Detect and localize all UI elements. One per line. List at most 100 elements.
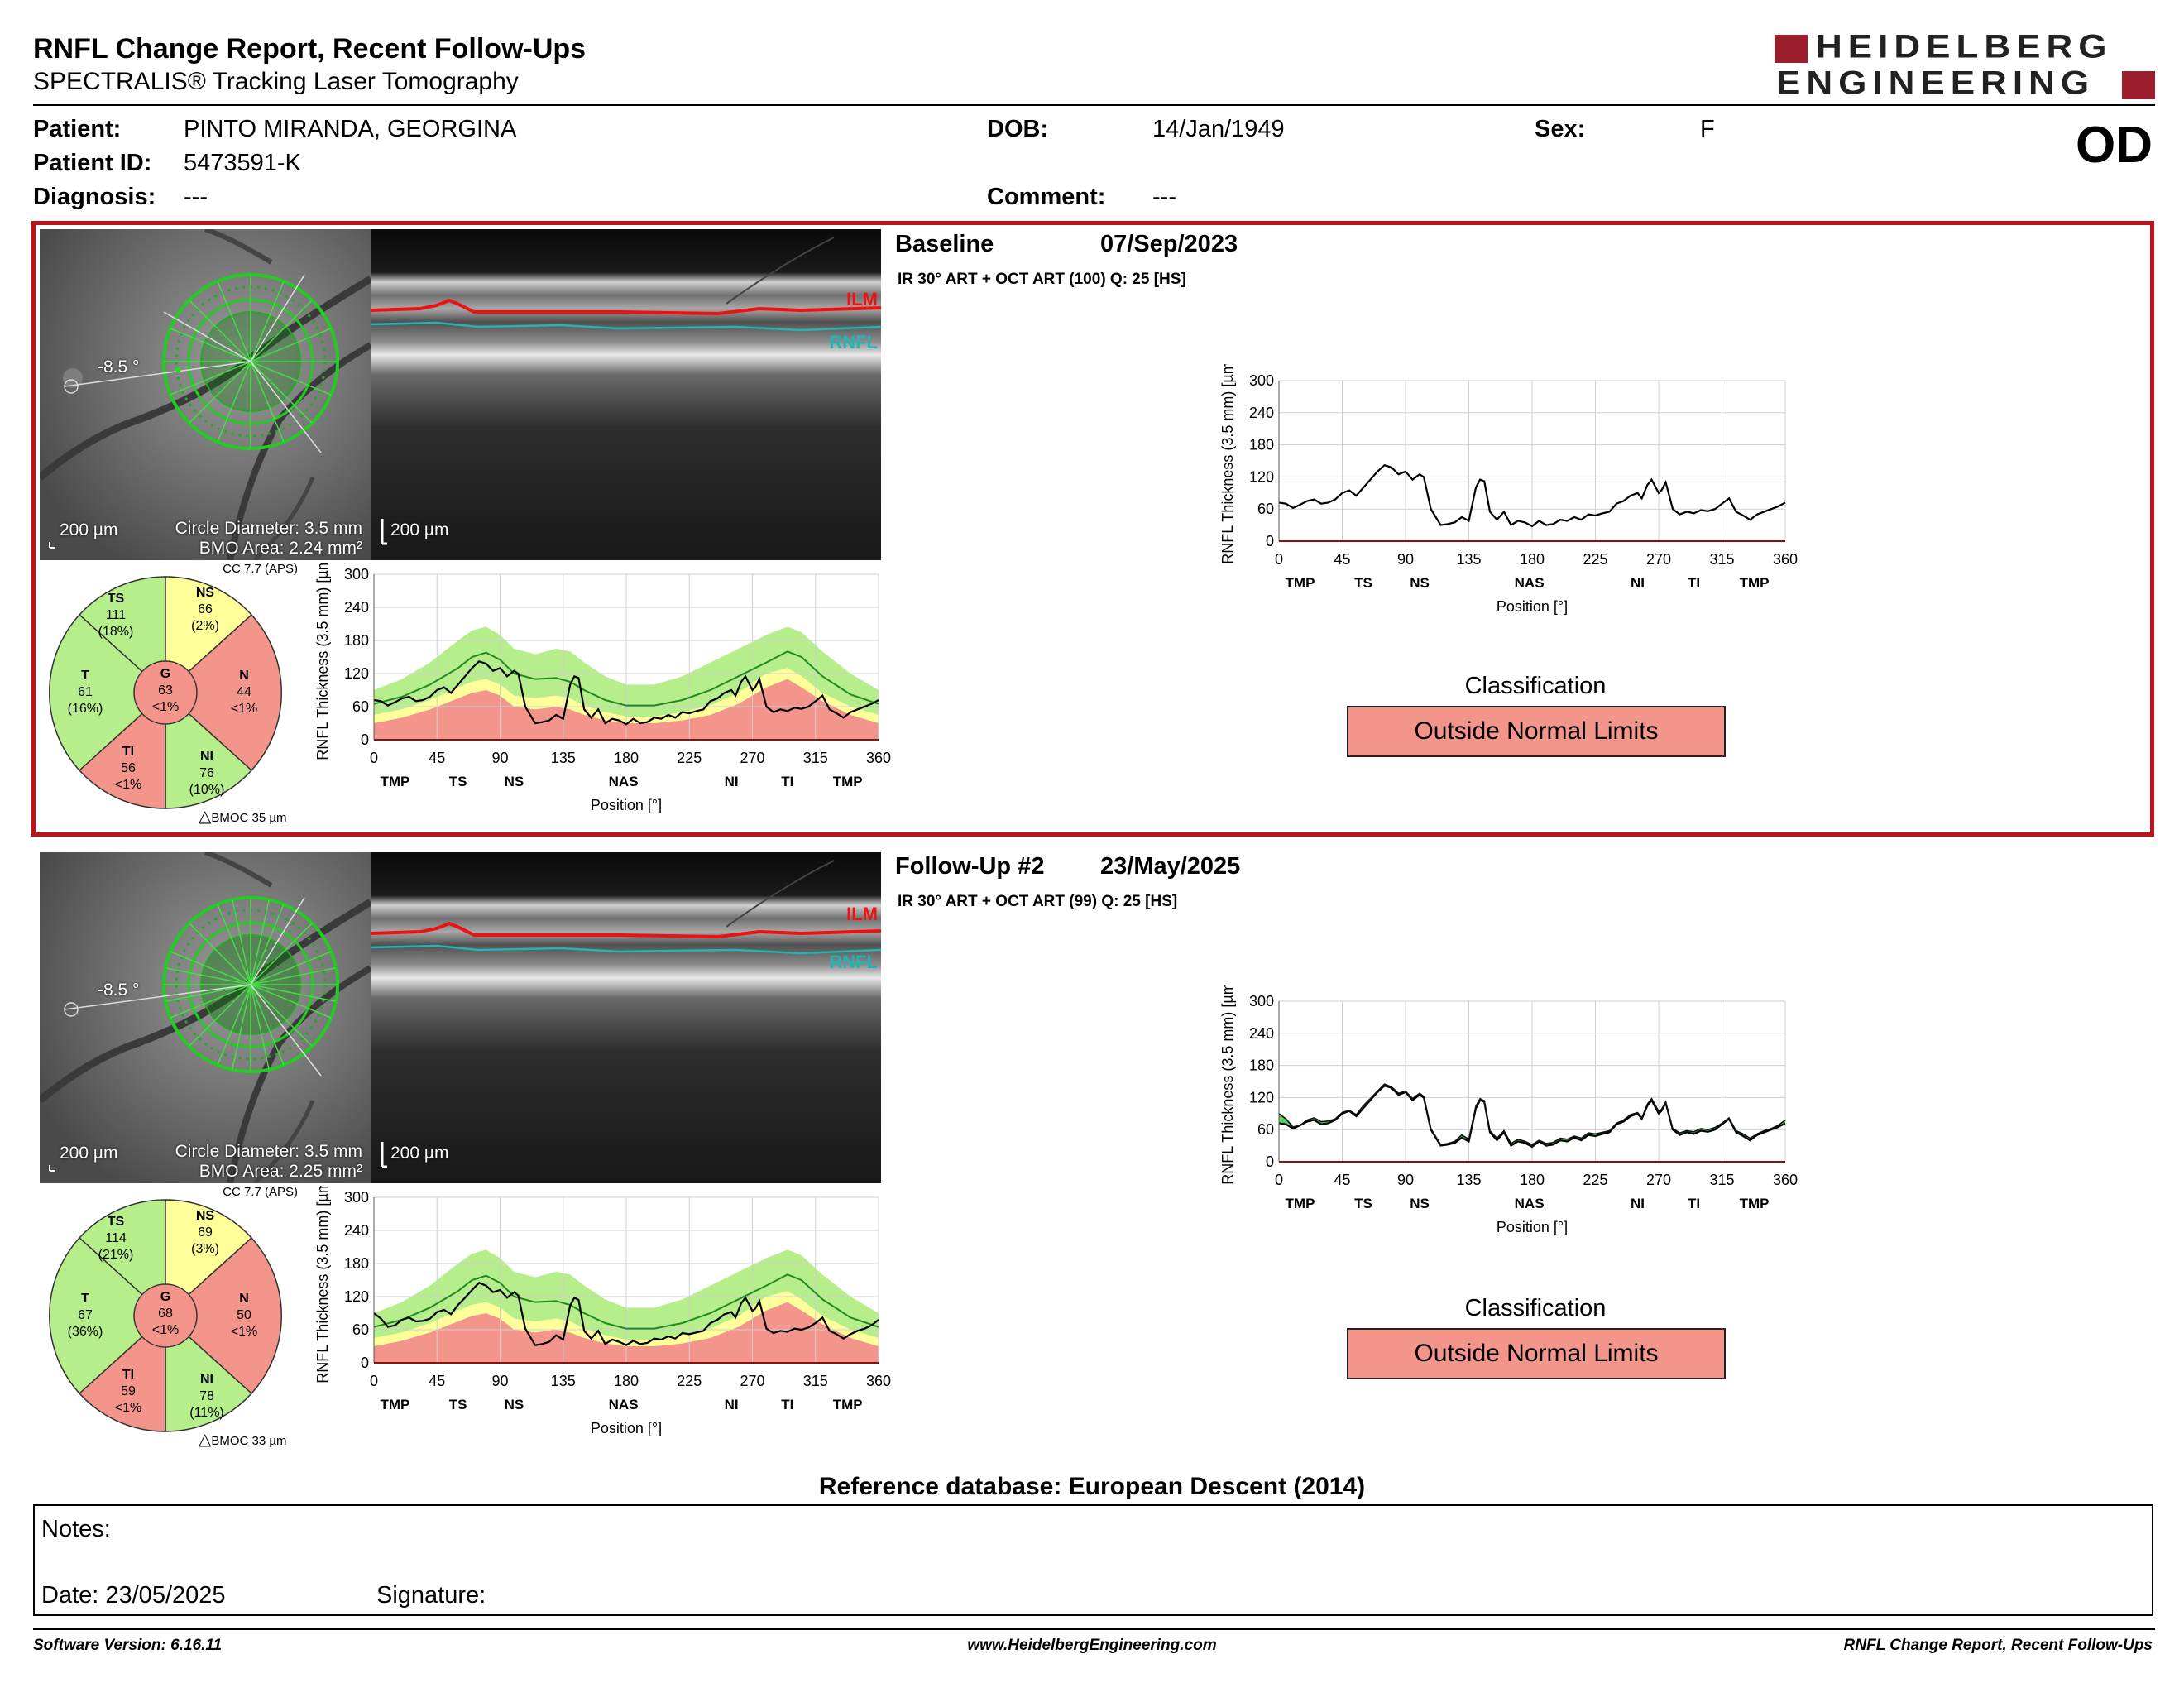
thickness-series-line — [1278, 463, 1786, 528]
x-tick-label: 315 — [1709, 551, 1734, 568]
y-tick-label: 180 — [1249, 1057, 1274, 1074]
footer-rule — [33, 1628, 2155, 1630]
exam-title-baseline: Baseline — [895, 231, 994, 257]
patient-name: PINTO MIRANDA, GEORGINA — [184, 116, 517, 142]
bscan-image: ILM RNFL 200 µm — [371, 229, 881, 560]
classification-result-followup: Outside Normal Limits — [1347, 1328, 1726, 1379]
signature-label: Signature: — [376, 1582, 486, 1609]
footer-version: Software Version: 6.16.11 — [33, 1637, 223, 1654]
sex-value: F — [1700, 116, 1715, 142]
sector-g — [133, 1283, 198, 1348]
sector-ts — [78, 576, 166, 694]
y-tick-label: 0 — [361, 1355, 369, 1371]
report-subtitle: SPECTRALIS® Tracking Laser Tomography — [33, 68, 519, 95]
classification-title-followup: Classification — [1464, 1295, 1607, 1321]
sector-label: NS — [505, 1397, 524, 1412]
sector-label: TMP — [1740, 1196, 1770, 1211]
x-tick-label: 180 — [614, 750, 639, 766]
x-axis-label: Position [°] — [591, 797, 662, 813]
y-tick-label: 0 — [361, 731, 369, 748]
y-tick-label: 60 — [352, 698, 369, 715]
x-tick-label: 90 — [1397, 1172, 1414, 1188]
notes-label: Notes: — [41, 1516, 111, 1542]
y-tick-label: 300 — [344, 1189, 369, 1206]
x-tick-label: 315 — [1709, 1172, 1734, 1188]
y-tick-label: 120 — [344, 1288, 369, 1305]
sector-t — [49, 1236, 167, 1395]
patient-id-value: 5473591-K — [184, 150, 301, 176]
sector-label: TMP — [1740, 575, 1770, 591]
sector-label: TMP — [1286, 575, 1315, 591]
x-tick-label: 225 — [677, 1373, 702, 1389]
x-tick-label: 270 — [1646, 1172, 1671, 1188]
sector-ts — [78, 1199, 166, 1317]
sector-g-text: G 63 <1% — [151, 667, 180, 714]
x-tick-label: 45 — [429, 1373, 445, 1389]
sector-label: TI — [781, 1397, 793, 1412]
x-tick-label: 90 — [491, 750, 508, 766]
x-tick-label: 45 — [1334, 551, 1350, 568]
rnfl-label: RNFL — [829, 332, 878, 352]
sector-label: TMP — [380, 1397, 410, 1412]
dob-label: DOB: — [987, 116, 1049, 142]
x-tick-label: 45 — [429, 750, 445, 766]
sector-pie: CC 7.7 (APS) TS 111 (18%) NS 66 (2%) N 44 <1% … — [33, 560, 298, 826]
sector-ns-text: NS 69 (3%) — [191, 1209, 219, 1256]
comment-value: --- — [1152, 184, 1176, 210]
sector-ni — [165, 691, 253, 809]
sector-n-text: N 44 <1% — [230, 669, 258, 716]
sector-ni — [165, 1314, 253, 1432]
x-tick-label: 360 — [1773, 1172, 1798, 1188]
fundus-scale: 200 µm — [60, 1144, 118, 1163]
x-tick-label: 90 — [1397, 551, 1414, 568]
y-tick-label: 240 — [1249, 405, 1274, 421]
x-tick-label: 225 — [677, 750, 702, 766]
footer-website: www.HeidelbergEngineering.com — [967, 1637, 1217, 1654]
sector-n — [164, 1236, 282, 1395]
dob-value: 14/Jan/1949 — [1152, 116, 1285, 142]
company-logo: HEIDELBERG ENGINEERING — [1774, 31, 2155, 106]
sector-label: TMP — [1286, 1196, 1315, 1211]
sector-label: NI — [725, 1397, 739, 1412]
classification-title-baseline: Classification — [1464, 673, 1607, 699]
y-tick-label: 120 — [1249, 468, 1274, 485]
rnfl-label: RNFL — [829, 952, 878, 972]
sector-label: NI — [1631, 1196, 1645, 1211]
sector-t-text: T 61 (16%) — [67, 669, 103, 716]
baseline-highlight-border — [31, 221, 2154, 837]
y-tick-label: 0 — [1266, 1153, 1274, 1170]
x-tick-label: 315 — [803, 750, 828, 766]
sector-label: TS — [449, 1397, 467, 1412]
x-tick-label: 90 — [491, 1373, 508, 1389]
circle-diameter: Circle Diameter: 3.5 mm — [175, 1142, 362, 1161]
x-axis-label: Position [°] — [1497, 1219, 1568, 1235]
y-tick-label: 300 — [344, 566, 369, 583]
bscan-scale: 200 µm — [390, 520, 449, 539]
y-axis-label: RNFL Thickness (3.5 mm) [µm] — [314, 1186, 331, 1383]
thickness-series-line — [373, 660, 879, 726]
sector-label: NI — [725, 774, 739, 789]
y-tick-label: 120 — [344, 665, 369, 682]
bmoc-label: △BMOC 35 µm — [199, 808, 287, 826]
diagnosis-value: --- — [184, 184, 208, 210]
bscan-svg — [371, 229, 881, 560]
change-area — [1279, 1113, 1286, 1125]
normative-mean-line — [373, 650, 879, 707]
sector-label: NS — [505, 774, 524, 789]
bscan-svg — [371, 852, 881, 1183]
patient-id-label: Patient ID: — [33, 150, 152, 176]
sector-label: TI — [1688, 575, 1700, 591]
y-axis-label: RNFL Thickness (3.5 mm) [µm] — [1219, 985, 1236, 1185]
sector-ti — [78, 691, 166, 809]
sector-label: NS — [1410, 1196, 1430, 1211]
reference-database: Reference database: European Descent (20… — [818, 1473, 1366, 1500]
x-tick-label: 180 — [1520, 551, 1545, 568]
x-axis-label: Position [°] — [1497, 598, 1568, 615]
sector-n — [164, 613, 282, 772]
y-axis-label: RNFL Thickness (3.5 mm) [µm] — [314, 563, 331, 760]
x-tick-label: 135 — [551, 750, 576, 766]
y-tick-label: 240 — [344, 1222, 369, 1239]
